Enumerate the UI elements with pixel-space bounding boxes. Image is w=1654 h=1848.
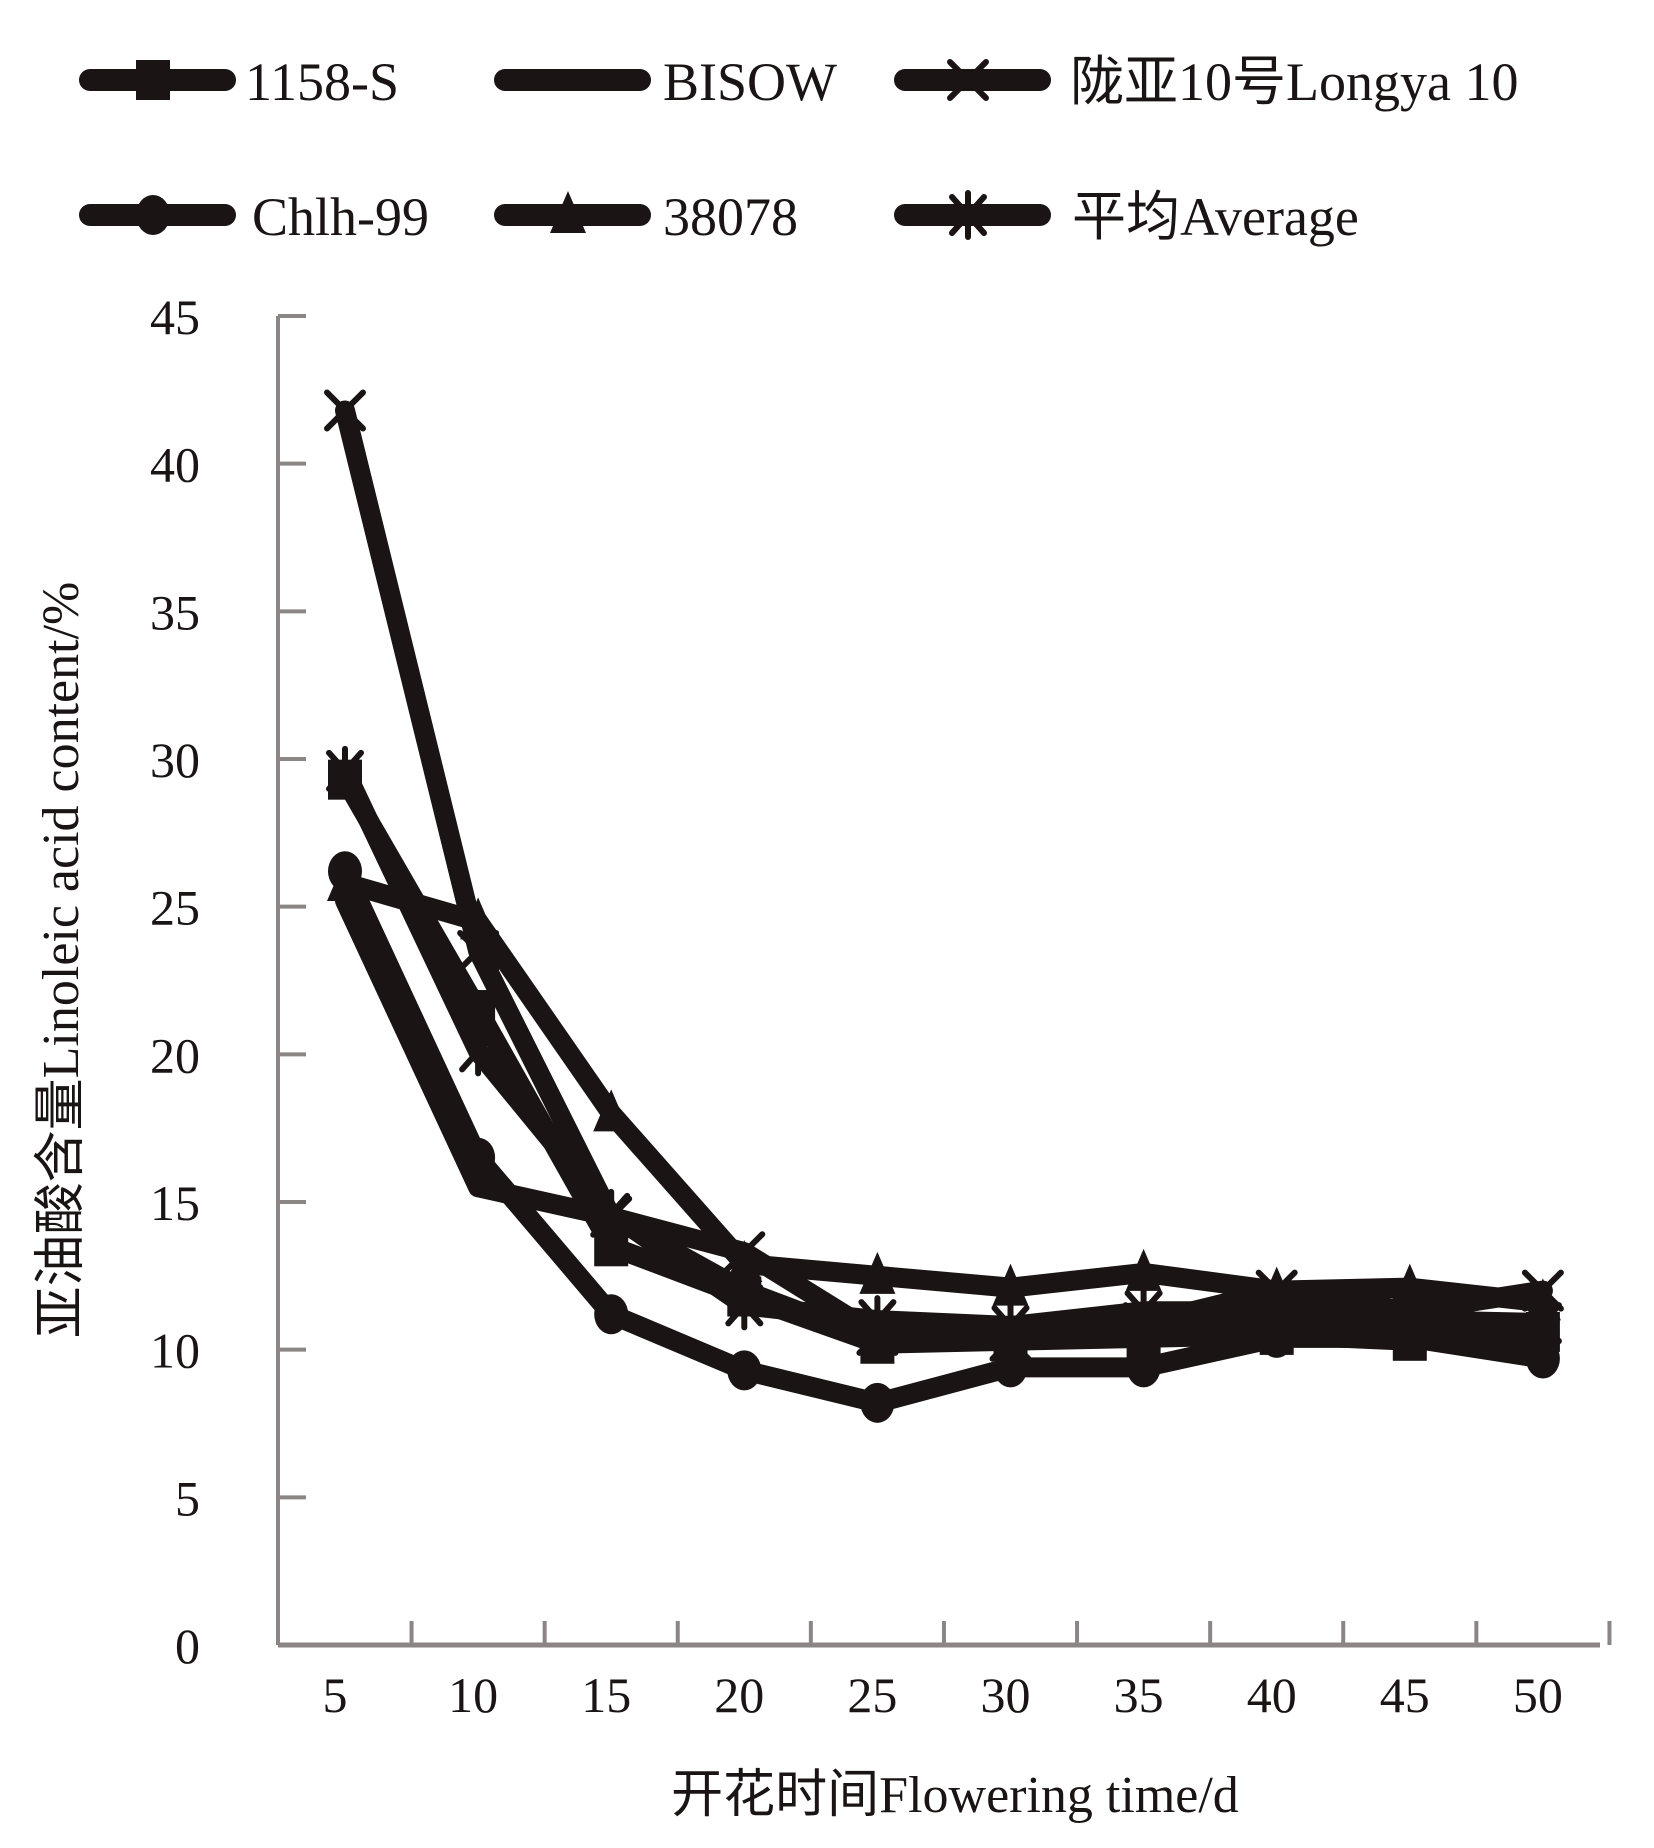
- legend-marker-square-icon: [136, 60, 170, 100]
- data-point: [1124, 1286, 1163, 1337]
- data-point: [1523, 1298, 1562, 1349]
- series-line: [335, 400, 1553, 1351]
- y-tick-label: 10: [150, 1323, 200, 1379]
- series-line: [335, 760, 1553, 1337]
- y-tick-label: 35: [150, 584, 200, 640]
- asterisk-marker-stroke: [1124, 1286, 1163, 1337]
- data-point: [593, 1089, 630, 1132]
- data-point: [991, 1301, 1030, 1352]
- asterisk-marker-stroke: [1390, 1295, 1429, 1346]
- data-point: [1390, 1295, 1429, 1346]
- legend: 1158-S BISOW 陇亚10号Longya 10 Chlh-99 38078 平均A…: [79, 52, 1518, 247]
- x-tick-label: 5: [323, 1667, 348, 1723]
- x-tick-label: 50: [1513, 1667, 1563, 1723]
- x-tick-label: 10: [448, 1667, 498, 1723]
- data-point: [1125, 1248, 1162, 1291]
- data-point: [859, 1251, 896, 1294]
- legend-label: 平均Average: [1072, 187, 1359, 247]
- series-line: [335, 873, 1553, 1313]
- x-tick-label: 25: [847, 1667, 897, 1723]
- series-average: [326, 745, 1562, 1352]
- legend-item: Chlh-99: [79, 187, 429, 247]
- data-point: [327, 859, 363, 902]
- legend-item: 1158-S: [79, 52, 399, 112]
- data-point: [459, 1026, 498, 1077]
- data-point: [993, 1347, 1028, 1388]
- x-tick-label: 45: [1380, 1667, 1430, 1723]
- legend-marker-circle-icon: [136, 195, 170, 235]
- asterisk-marker-stroke: [1523, 1298, 1562, 1349]
- data-point: [1257, 1286, 1296, 1337]
- series-10-longya-10: [324, 389, 1564, 1362]
- y-axis-title: 亚油酸含量Linoleic acid content/%: [33, 582, 90, 1339]
- series-layer: [324, 389, 1564, 1423]
- axes: 0 5 10 15 20 25 30 35 40 45 5 10 15 20 25 30 35 40 45 50: [150, 289, 1612, 1723]
- data-point: [1525, 1338, 1560, 1379]
- x-tick-label: 20: [714, 1667, 764, 1723]
- x-tick-label: 15: [581, 1667, 631, 1723]
- legend-item: 平均Average: [894, 187, 1359, 247]
- y-tick-label: 45: [150, 289, 200, 345]
- asterisk-marker-stroke: [858, 1295, 897, 1346]
- y-tick-label: 30: [150, 732, 200, 788]
- data-point: [992, 1263, 1029, 1306]
- x-tick-label: 40: [1247, 1667, 1297, 1723]
- asterisk-marker-stroke: [326, 745, 364, 796]
- x-marker-stroke: [324, 389, 366, 432]
- x-tick-label: 30: [981, 1667, 1031, 1723]
- legend-marker-asterisk-icon: [949, 190, 987, 240]
- data-point: [725, 1280, 764, 1331]
- y-tick-label: 20: [150, 1027, 200, 1083]
- data-point: [461, 1137, 496, 1178]
- y-tick-label: 0: [175, 1618, 200, 1674]
- data-point: [1259, 1317, 1294, 1358]
- asterisk-marker-stroke: [459, 1026, 498, 1077]
- asterisk-marker-stroke: [592, 1188, 631, 1239]
- data-point: [592, 1188, 631, 1239]
- legend-item: 陇亚10号Longya 10: [894, 52, 1518, 112]
- legend-marker-x-icon: [947, 59, 989, 101]
- legend-marker-triangle-icon: [550, 191, 586, 233]
- data-point: [1391, 1263, 1428, 1306]
- y-tick-label: 5: [175, 1470, 200, 1526]
- data-point: [460, 897, 497, 940]
- asterisk-marker-stroke: [725, 1280, 764, 1331]
- data-point: [594, 1294, 629, 1335]
- data-point: [858, 1295, 897, 1346]
- legend-label: 陇亚10号Longya 10: [1070, 52, 1518, 112]
- asterisk-marker-stroke: [991, 1301, 1030, 1352]
- data-point: [726, 1240, 763, 1283]
- data-point: [727, 1350, 762, 1391]
- legend-label: 38078: [663, 187, 798, 247]
- x-tick-label: 35: [1114, 1667, 1164, 1723]
- legend-item: BISOW: [494, 52, 837, 112]
- y-tick-label: 15: [150, 1175, 200, 1231]
- data-point: [324, 389, 366, 432]
- legend-label: BISOW: [663, 52, 837, 112]
- data-point: [1126, 1347, 1161, 1388]
- legend-item: 38078: [494, 187, 798, 247]
- data-point: [326, 745, 364, 796]
- y-tick-label: 25: [150, 880, 200, 936]
- data-point: [860, 1382, 895, 1423]
- series-line: [335, 861, 1553, 1413]
- asterisk-marker-stroke: [1257, 1286, 1296, 1337]
- legend-label: Chlh-99: [252, 187, 429, 247]
- legend-label: 1158-S: [245, 52, 399, 112]
- x-marker-stroke: [947, 59, 989, 101]
- asterisk-marker-stroke: [949, 190, 987, 240]
- x-axis-title: 开花时间Flowering time/d: [671, 1767, 1239, 1824]
- y-tick-label: 40: [150, 437, 200, 493]
